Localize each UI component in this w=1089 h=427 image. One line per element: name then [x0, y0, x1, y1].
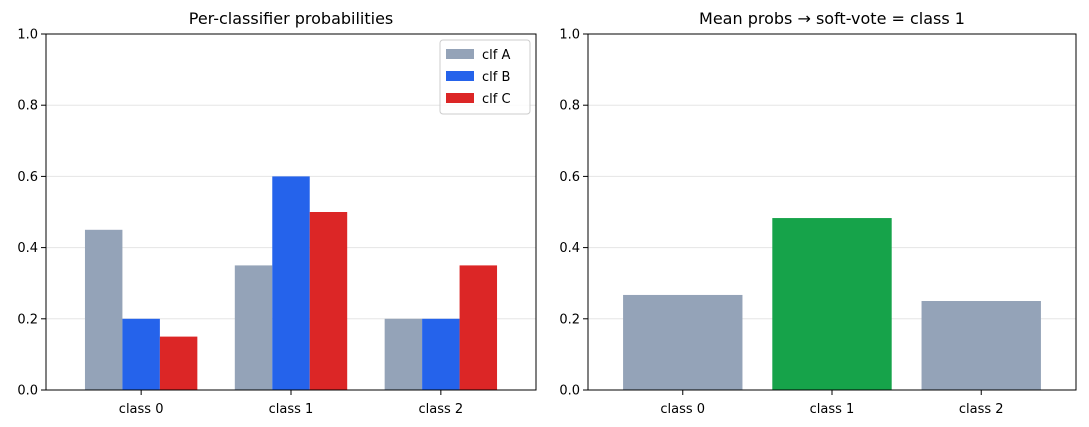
bar-mean-prob [921, 301, 1041, 390]
bar-mean-prob [623, 294, 743, 390]
legend-label: clf C [482, 92, 511, 107]
y-tick-label: 0.2 [559, 312, 580, 327]
y-tick-label: 0.4 [559, 241, 580, 256]
bar-mean-prob [772, 218, 892, 390]
y-tick-label: 0.6 [17, 170, 38, 185]
legend-swatch [446, 49, 474, 59]
bar-clf-c [309, 212, 348, 390]
per-classifier-chart: Per-classifier probabilities 0.0 0.2 0.4 0.… [17, 9, 537, 417]
y-tick-label: 0.0 [17, 384, 38, 399]
bar-clf-b [122, 318, 160, 390]
y-tick-label: 0.8 [17, 99, 38, 114]
legend-swatch [446, 71, 474, 81]
x-tick-label: class 2 [419, 402, 464, 417]
x-tick-label: class 2 [959, 402, 1004, 417]
chart-title: Mean probs → soft-vote = class 1 [699, 9, 965, 28]
bar-clf-b [272, 176, 310, 390]
bar-clf-c [159, 336, 198, 390]
y-tick-label: 0.8 [559, 99, 580, 114]
bar-clf-a [84, 229, 123, 390]
y-tick-label: 1.0 [559, 28, 580, 43]
y-tick-label: 0.2 [17, 312, 38, 327]
y-tick-label: 0.6 [559, 170, 580, 185]
bar-clf-a [384, 318, 423, 390]
bar-clf-c [459, 265, 498, 390]
legend-label: clf A [482, 48, 510, 63]
legend-swatch [446, 93, 474, 103]
x-tick-label: class 0 [660, 402, 705, 417]
mean-probs-chart: Mean probs → soft-vote = class 1 0.0 0.2 0… [559, 9, 1077, 417]
x-tick-label: class 0 [119, 402, 164, 417]
y-tick-label: 0.4 [17, 241, 38, 256]
bar-clf-b [422, 318, 460, 390]
y-tick-label: 0.0 [559, 384, 580, 399]
bar-clf-a [234, 265, 273, 390]
x-tick-label: class 1 [269, 402, 314, 417]
x-tick-label: class 1 [810, 402, 855, 417]
y-tick-label: 1.0 [17, 28, 38, 43]
chart-title: Per-classifier probabilities [189, 9, 394, 28]
legend-label: clf B [482, 70, 510, 85]
